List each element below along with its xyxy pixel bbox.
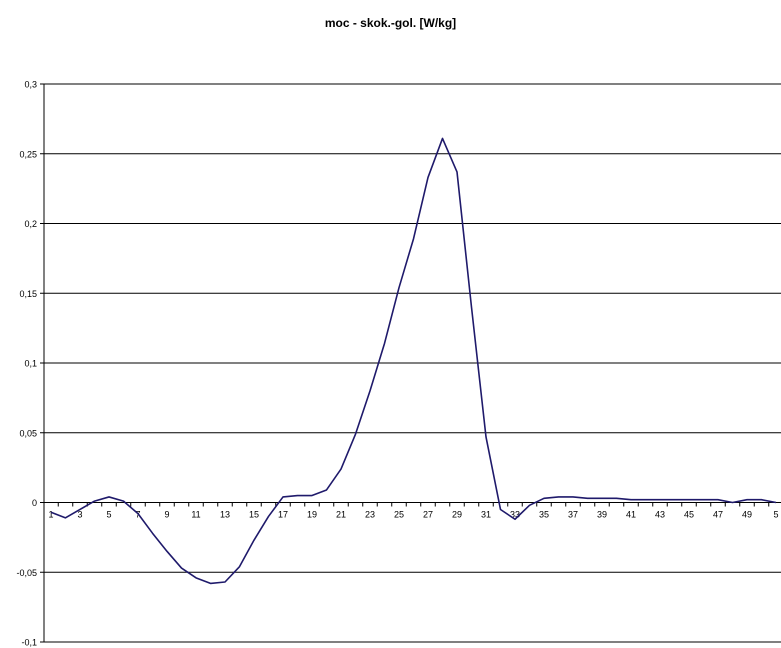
x-tick-label: 35	[539, 510, 549, 520]
x-tick-label: 47	[713, 510, 723, 520]
x-tick-label: 45	[684, 510, 694, 520]
x-tick-label: 33	[510, 510, 520, 520]
x-tick-label: 27	[423, 510, 433, 520]
chart-title: moc - skok.-gol. [W/kg]	[324, 16, 457, 30]
y-tick-label: -0,1	[21, 638, 37, 648]
x-tick-label: 19	[307, 510, 317, 520]
x-tick-label: 13	[220, 510, 230, 520]
x-tick-label: 41	[626, 510, 636, 520]
x-tick-label: 15	[249, 510, 259, 520]
x-tick-label: 11	[191, 510, 200, 520]
y-tick-label: 0,15	[19, 289, 37, 299]
y-tick-label: 0,25	[19, 149, 37, 159]
x-tick-label: 37	[568, 510, 578, 520]
x-tick-label: 31	[481, 510, 491, 520]
x-tick-label: 17	[278, 510, 288, 520]
x-tick-label: 49	[742, 510, 752, 520]
x-tick-label: 5	[106, 510, 111, 520]
x-tick-label: 29	[452, 510, 462, 520]
y-tick-label: -0,05	[16, 568, 37, 578]
x-tick-label: 21	[336, 510, 346, 520]
x-tick-label: 1	[48, 510, 53, 520]
x-tick-label: 9	[164, 510, 169, 520]
x-tick-label: 23	[365, 510, 375, 520]
y-tick-label: 0,05	[19, 428, 37, 438]
x-tick-label: 43	[655, 510, 665, 520]
y-tick-label: 0,3	[24, 80, 37, 90]
x-tick-label: 39	[597, 510, 607, 520]
x-tick-label: 25	[394, 510, 404, 520]
series-line	[50, 137, 777, 585]
y-tick-label: 0	[32, 498, 37, 508]
x-tick-label: 5	[773, 510, 778, 520]
y-tick-label: 0,2	[24, 219, 37, 229]
y-tick-label: 0,1	[24, 359, 37, 369]
x-tick-label: 3	[77, 510, 82, 520]
